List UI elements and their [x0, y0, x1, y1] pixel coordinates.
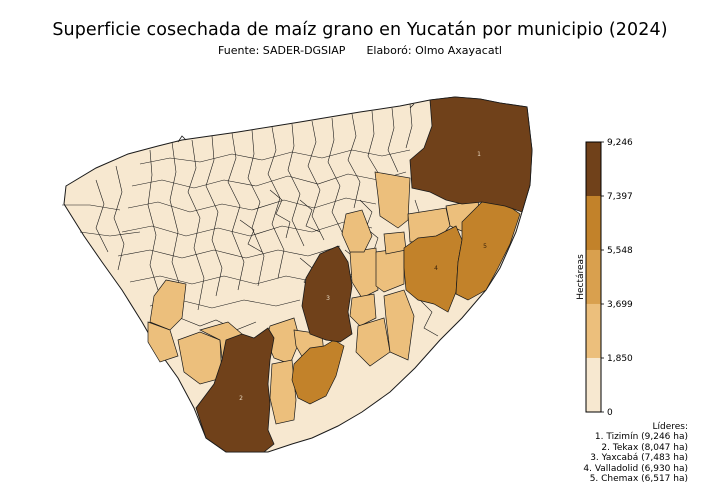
colorbar-tick-label: 5,548 [607, 246, 633, 256]
rank-labels: 1 2 3 4 5 [239, 151, 487, 402]
municipio-low-1 [374, 171, 411, 229]
municipio-low-13 [349, 293, 377, 327]
municipio-low-14 [355, 317, 391, 367]
map-title: Superficie cosechada de maíz grano en Yu… [52, 20, 668, 40]
municipio-tizimin [409, 96, 533, 213]
colorbar-tick-label: 3,699 [607, 300, 633, 310]
colorbar-bins [586, 142, 601, 412]
class-high-municipios [291, 199, 521, 405]
colorbar-bin-4 [586, 195, 601, 250]
municipio-low-16 [341, 209, 373, 253]
class-low-municipios [147, 171, 481, 425]
colorbar-bin-1 [586, 357, 601, 412]
leader-item: 3. Yaxcabá (7,483 ha) [590, 453, 688, 464]
colorbar-tick-label: 0 [607, 408, 613, 418]
municipio-peto-area [291, 339, 345, 405]
source-credit: Fuente: SADER-DGSIAP [218, 44, 346, 57]
colorbar-frame [585, 141, 602, 413]
municipio-yaxcaba [301, 245, 353, 343]
coast-detail [177, 103, 415, 143]
author-credit: Elaboró: Olmo Axayacatl [366, 44, 502, 57]
municipio-low-11 [349, 247, 379, 299]
leaders-box: Líderes: 1. Tizimín (9,246 ha) 2. Tekax … [583, 422, 688, 484]
colorbar-bin-5 [586, 142, 601, 196]
colorbar-ticks: 0 1,850 3,699 5,548 7,397 9,246 [601, 138, 633, 418]
colorbar-tick-label: 9,246 [607, 138, 633, 148]
rank-label-valladolid: 4 [434, 265, 438, 272]
colorbar-label: Hectáreas [576, 254, 586, 300]
rank-label-chemax: 5 [483, 243, 487, 250]
municipio-low-9 [269, 359, 297, 425]
leader-item: 5. Chemax (6,517 ha) [589, 474, 688, 485]
map-subtitle: Fuente: SADER-DGSIAP Elaboró: Olmo Axaya… [0, 44, 720, 57]
colorbar-bin-2 [586, 303, 601, 358]
rank-label-tekax: 2 [239, 395, 243, 402]
colorbar-tick-label: 7,397 [607, 192, 633, 202]
municipal-borders [62, 103, 441, 337]
rank-label-tizimin: 1 [477, 151, 481, 158]
colorbar-bin-3 [586, 249, 601, 304]
colorbar-tick-label: 1,850 [607, 354, 633, 364]
leader-item: 4. Valladolid (6,930 ha) [583, 463, 688, 474]
municipio-low-15 [383, 289, 415, 361]
leaders-heading: Líderes: [652, 422, 688, 432]
municipio-tekax [195, 327, 275, 453]
leader-item: 1. Tizimín (9,246 ha) [594, 432, 688, 443]
rank-label-yaxcaba: 3 [326, 295, 330, 302]
class-top-municipios [195, 96, 533, 453]
municipio-low-5 [147, 321, 179, 363]
leader-item: 2. Tekax (8,047 ha) [601, 442, 688, 453]
